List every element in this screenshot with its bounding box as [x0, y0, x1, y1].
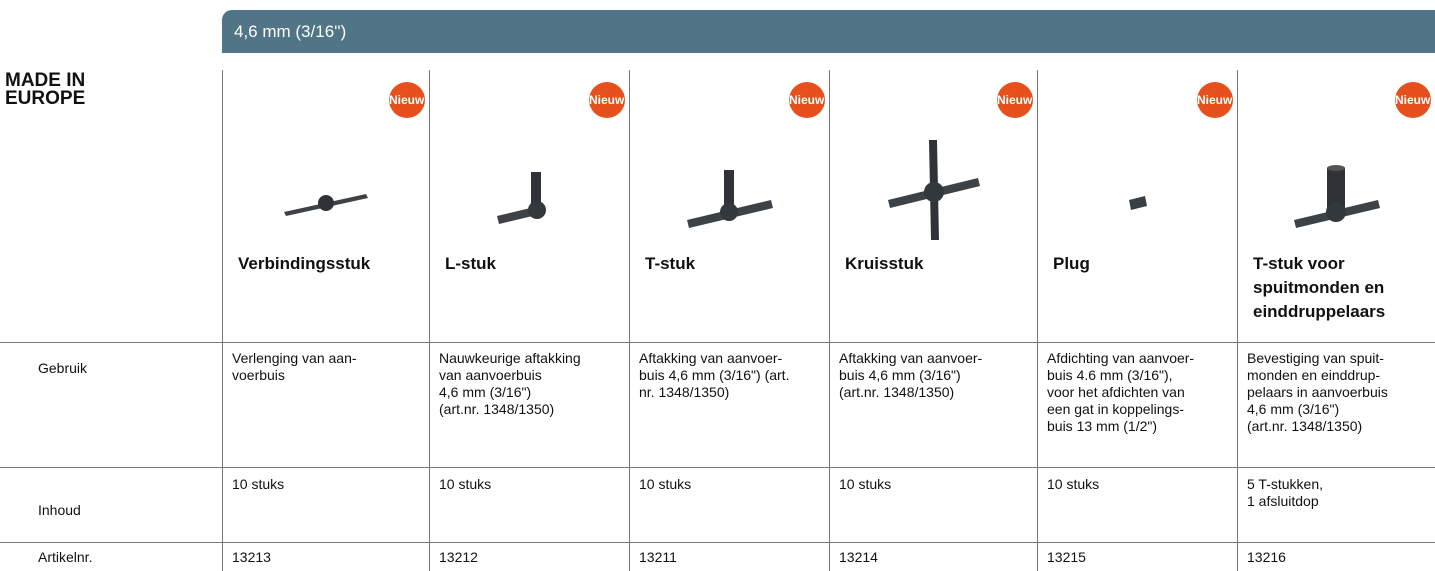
- product-name: L-stuk: [445, 252, 625, 276]
- product-image: [469, 140, 589, 260]
- row-divider: [0, 467, 1435, 468]
- product-name: T-stuk: [645, 252, 825, 276]
- column-divider: [222, 70, 223, 571]
- product-image: [669, 140, 789, 260]
- product-image: [266, 140, 386, 260]
- row-divider: [0, 542, 1435, 543]
- column-divider: [1237, 70, 1238, 571]
- product-image: [1276, 140, 1396, 260]
- product-name: Kruisstuk: [845, 252, 1033, 276]
- content-cell: 10 stuks: [232, 476, 425, 493]
- made-in-label: MADE IN EUROPE: [5, 72, 85, 108]
- column-divider: [629, 70, 630, 571]
- article-cell: 13213: [232, 549, 425, 566]
- content-cell: 10 stuks: [439, 476, 625, 493]
- product-name: Plug: [1053, 252, 1233, 276]
- content-cell: 5 T-stukken, 1 afsluitdop: [1247, 476, 1431, 510]
- column-divider: [1037, 70, 1038, 571]
- content-cell: 10 stuks: [839, 476, 1033, 493]
- row-divider: [0, 342, 1435, 343]
- new-badge: Nieuw!: [589, 82, 625, 118]
- product-image: [1077, 140, 1197, 260]
- row-label: Inhoud: [38, 502, 81, 519]
- new-badge: Nieuw!: [1197, 82, 1233, 118]
- article-cell: 13211: [639, 549, 825, 566]
- usage-cell: Bevestiging van spuit- monden en einddru…: [1247, 350, 1431, 435]
- article-cell: 13215: [1047, 549, 1233, 566]
- usage-cell: Verlenging van aan- voerbuis: [232, 350, 425, 384]
- usage-cell: Nauwkeurige aftakking van aanvoerbuis 4,…: [439, 350, 625, 418]
- usage-cell: Aftakking van aanvoer- buis 4,6 mm (3/16…: [839, 350, 1033, 401]
- page: 4,6 mm (3/16'') MADE IN EUROPE Gebruik I…: [0, 0, 1435, 571]
- new-badge: Nieuw!: [789, 82, 825, 118]
- row-label: Gebruik: [38, 360, 87, 377]
- usage-cell: Afdichting van aanvoer- buis 4.6 mm (3/1…: [1047, 350, 1233, 435]
- article-cell: 13214: [839, 549, 1033, 566]
- product-name: Verbindingsstuk: [238, 252, 425, 276]
- column-divider: [429, 70, 430, 571]
- column-divider: [829, 70, 830, 571]
- content-cell: 10 stuks: [639, 476, 825, 493]
- article-cell: 13212: [439, 549, 625, 566]
- header-bar: 4,6 mm (3/16''): [222, 10, 1435, 53]
- product-image: [873, 130, 993, 250]
- row-label: Artikelnr.: [38, 549, 92, 566]
- product-name: T-stuk voor spuitmonden en einddruppelaa…: [1253, 252, 1431, 324]
- usage-cell: Aftakking van aanvoer- buis 4,6 mm (3/16…: [639, 350, 825, 401]
- new-badge: Nieuw!: [389, 82, 425, 118]
- new-badge: Nieuw!: [1395, 82, 1431, 118]
- content-cell: 10 stuks: [1047, 476, 1233, 493]
- new-badge: Nieuw!: [997, 82, 1033, 118]
- article-cell: 13216: [1247, 549, 1431, 566]
